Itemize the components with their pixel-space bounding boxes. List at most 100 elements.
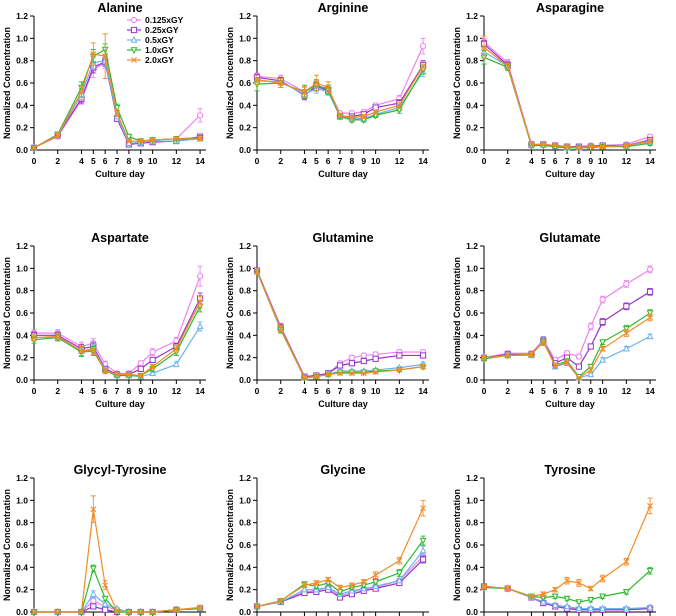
data-point: [564, 359, 571, 366]
x-tick-label: 9: [361, 386, 366, 396]
data-point: [114, 607, 121, 614]
chart-glycyl-tyrosine: Glycyl-Tyrosine0.00.20.40.60.81.01.20245…: [2, 463, 206, 616]
y-tick-label: 0.6: [466, 540, 478, 550]
x-tick-label: 8: [127, 156, 132, 166]
x-tick-label: 10: [371, 386, 381, 396]
y-tick-label: 0.2: [16, 123, 28, 133]
data-point: [325, 371, 332, 378]
x-tick-label: 14: [645, 386, 655, 396]
data-point: [137, 609, 144, 615]
data-point: [54, 333, 61, 340]
data-point: [587, 585, 594, 592]
y-tick-label: 1.0: [16, 33, 28, 43]
data-point: [313, 579, 320, 586]
x-tick-label: 0: [255, 386, 260, 396]
data-point: [78, 609, 85, 615]
y-tick-label: 0.2: [466, 353, 478, 363]
data-point: [372, 355, 379, 362]
data-point: [504, 585, 511, 592]
x-tick-label: 2: [55, 386, 60, 396]
data-point: [277, 325, 284, 332]
x-tick-label: 7: [338, 156, 343, 166]
data-point: [647, 502, 654, 509]
data-point: [277, 597, 284, 604]
chart-title: Aspartate: [91, 231, 149, 245]
chart-glycine: Glycine0.00.20.40.60.81.01.2024567891012…: [225, 463, 429, 616]
data-point: [646, 310, 654, 318]
x-tick-label: 8: [350, 156, 355, 166]
data-point: [348, 360, 355, 367]
y-tick-label: 1.2: [466, 473, 478, 483]
chart-title: Tyrosine: [544, 463, 595, 477]
data-point: [90, 506, 97, 513]
y-tick-label: 0.4: [239, 330, 251, 340]
data-point: [395, 570, 403, 578]
data-point: [528, 593, 535, 600]
x-tick-label: 12: [395, 156, 405, 166]
data-point: [137, 360, 144, 367]
series-line: [34, 509, 201, 613]
series-0.125xGY: [480, 37, 654, 150]
data-point: [125, 371, 132, 378]
data-point: [196, 322, 204, 330]
series-line: [483, 41, 651, 148]
data-point: [102, 606, 109, 613]
series-line: [483, 312, 651, 378]
x-tick-label: 2: [278, 386, 283, 396]
x-tick-label: 12: [395, 386, 405, 396]
data-point: [301, 374, 308, 381]
y-tick-label: 1.2: [239, 241, 251, 251]
data-point: [90, 603, 97, 610]
series-0.125xGY: [30, 265, 204, 377]
data-point: [348, 370, 355, 377]
data-point: [372, 579, 380, 586]
data-point: [102, 582, 109, 589]
data-point: [301, 585, 308, 593]
data-point: [348, 354, 355, 361]
data-point: [337, 584, 344, 591]
data-point: [31, 334, 37, 341]
data-point: [623, 142, 630, 149]
x-axis-label: Culture day: [318, 399, 368, 409]
chart-title: Arginine: [318, 1, 369, 15]
x-tick-label: 4: [529, 156, 534, 166]
data-point: [540, 141, 547, 148]
data-point: [540, 591, 547, 598]
y-tick-label: 0.6: [239, 78, 251, 88]
data-point: [563, 595, 571, 603]
data-point: [114, 110, 121, 117]
data-point: [587, 323, 594, 330]
x-tick-label: 2: [278, 156, 283, 166]
data-point: [149, 609, 156, 615]
data-point: [587, 366, 594, 373]
data-point: [89, 565, 97, 573]
chart-title: Glutamine: [312, 231, 373, 245]
data-point: [360, 357, 367, 365]
data-point: [587, 597, 595, 604]
x-tick-label: 4: [79, 156, 84, 166]
y-axis-label: Normalized Concentration: [225, 257, 235, 369]
y-tick-label: 1.0: [466, 33, 478, 43]
data-point: [337, 112, 344, 119]
x-tick-label: 6: [553, 156, 558, 166]
legend-label: 0.5xGY: [145, 35, 174, 45]
y-tick-label: 0.0: [239, 145, 251, 155]
data-point: [420, 363, 427, 370]
y-tick-label: 0.6: [239, 540, 251, 550]
data-point: [587, 343, 594, 350]
y-tick-label: 0.8: [466, 56, 478, 66]
y-tick-label: 0.4: [239, 100, 251, 110]
y-tick-label: 0.0: [239, 375, 251, 385]
data-point: [31, 609, 37, 615]
y-tick-label: 0.2: [466, 123, 478, 133]
x-axis-label: Culture day: [545, 399, 595, 409]
x-axis-label: Culture day: [545, 169, 595, 179]
chart-tyrosine: Tyrosine0.00.20.40.60.81.01.202456789101…: [452, 463, 656, 616]
x-tick-label: 14: [418, 386, 428, 396]
x-tick-label: 7: [115, 156, 120, 166]
data-point: [646, 332, 654, 340]
data-point: [599, 355, 607, 363]
data-point: [419, 537, 427, 545]
data-point: [599, 575, 606, 582]
